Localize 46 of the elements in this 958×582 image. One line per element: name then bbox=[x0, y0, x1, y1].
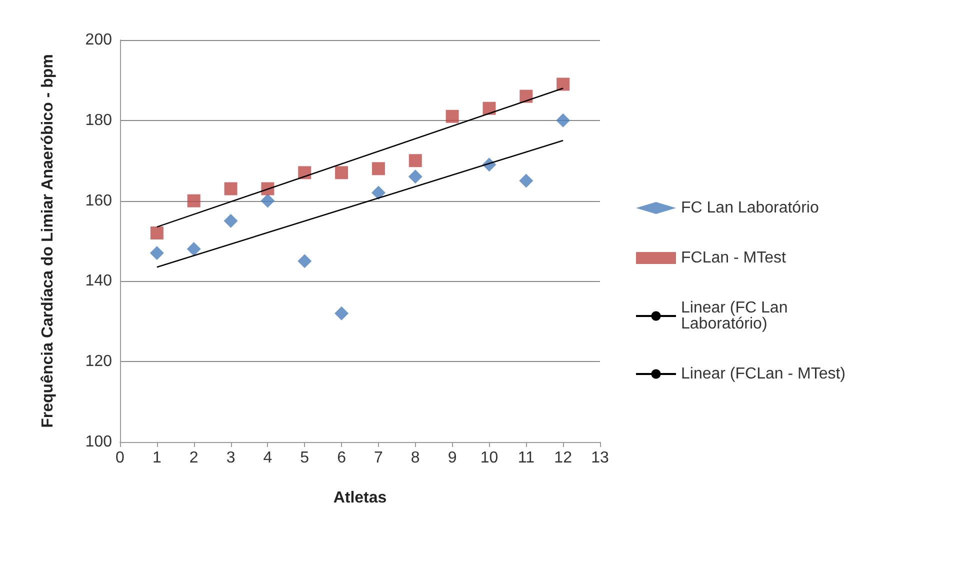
x-axis-title: Atletas bbox=[333, 490, 387, 506]
point bbox=[187, 194, 200, 208]
y-tick-label: 100 bbox=[85, 434, 112, 450]
x-tick-label: 11 bbox=[518, 450, 535, 466]
x-tick-label: 0 bbox=[116, 450, 125, 466]
y-tick-label: 160 bbox=[85, 192, 112, 210]
x-tick-label: 4 bbox=[263, 450, 272, 466]
point bbox=[224, 214, 238, 228]
y-tick-label: 180 bbox=[85, 112, 112, 129]
y-axis-title: Frequência Cardíaca do Limiar Anaeróbico - bpm bbox=[40, 54, 56, 428]
x-tick-label: 6 bbox=[337, 450, 346, 466]
legend-label: Linear (FCLan - MTest) bbox=[681, 366, 846, 382]
legend-label: Linear (FC Lan Laboratório) bbox=[681, 300, 792, 332]
point bbox=[556, 113, 570, 128]
x-tick-label: 8 bbox=[410, 450, 420, 466]
x-tick-label: 5 bbox=[300, 450, 310, 466]
x-tick-label: 3 bbox=[226, 450, 236, 466]
point bbox=[186, 242, 201, 256]
x-tick-label: 10 bbox=[480, 450, 498, 466]
legend-label: FCLan - MTest bbox=[681, 250, 786, 266]
x-tick-label: 9 bbox=[448, 450, 457, 466]
point bbox=[519, 174, 534, 188]
x-tick-label: 1 bbox=[152, 450, 162, 466]
x-tick-label: 2 bbox=[189, 450, 198, 466]
y-tick-label: 120 bbox=[85, 353, 112, 370]
point bbox=[298, 254, 312, 268]
y-tick-label: 140 bbox=[85, 272, 112, 290]
point bbox=[408, 154, 422, 168]
point bbox=[446, 110, 459, 123]
point bbox=[334, 306, 349, 320]
point bbox=[482, 102, 496, 115]
y-tick-label: 200 bbox=[85, 32, 112, 48]
x-tick-label: 13 bbox=[591, 450, 609, 466]
point bbox=[335, 166, 348, 180]
point bbox=[150, 246, 164, 260]
point bbox=[408, 170, 422, 184]
x-tick-label: 7 bbox=[374, 450, 384, 466]
point bbox=[150, 226, 164, 240]
x-tick-label: 12 bbox=[554, 450, 572, 466]
point bbox=[260, 194, 275, 208]
point bbox=[520, 90, 533, 103]
legend-label: FC Lan Laboratório bbox=[681, 200, 819, 216]
point bbox=[224, 182, 238, 196]
point bbox=[372, 162, 385, 176]
point bbox=[556, 78, 570, 91]
point bbox=[371, 186, 386, 200]
